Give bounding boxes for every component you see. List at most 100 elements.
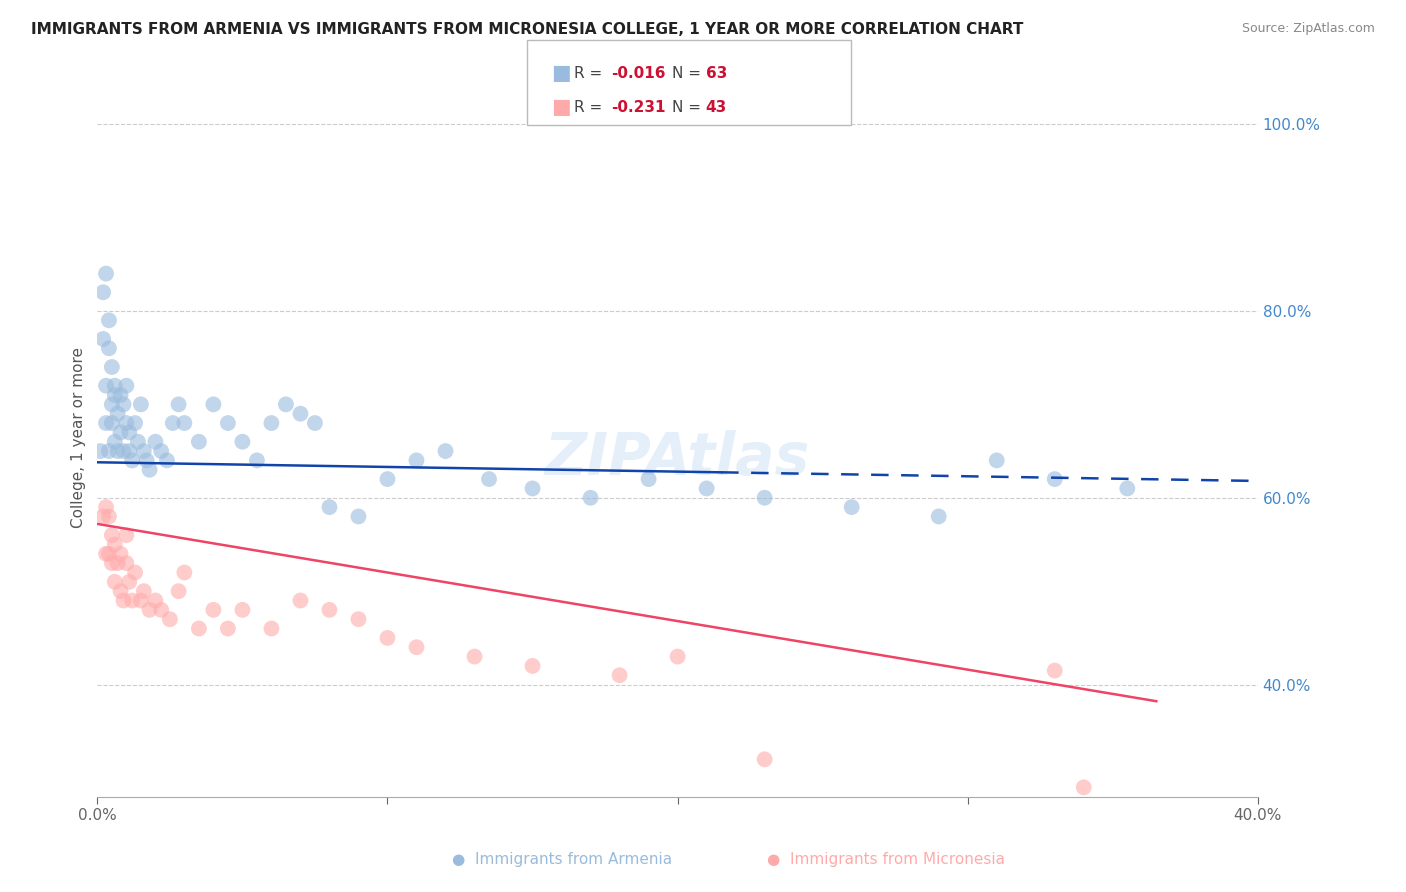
Point (104, 537, 127, 551)
Point (986, 453, 1008, 467)
Point (377, 631, 399, 645)
Point (118, 574, 141, 589)
Point (110, 425, 132, 440)
Point (104, 378, 127, 392)
Point (405, 453, 427, 467)
Point (231, 603, 253, 617)
Point (187, 622, 209, 636)
Point (478, 472, 501, 486)
Point (135, 453, 157, 467)
Point (101, 397, 124, 411)
Y-axis label: College, 1 year or more: College, 1 year or more (72, 347, 86, 527)
Point (609, 668, 631, 682)
Point (110, 584, 132, 599)
Point (1043, 472, 1066, 486)
Point (318, 500, 340, 515)
Point (347, 509, 370, 524)
Point (124, 416, 146, 430)
Point (138, 603, 160, 617)
Point (274, 397, 297, 411)
Text: N =: N = (672, 65, 706, 80)
Text: ●  Immigrants from Armenia: ● Immigrants from Armenia (453, 852, 672, 867)
Point (150, 603, 173, 617)
Point (167, 584, 190, 599)
Point (121, 593, 143, 607)
Point (104, 574, 127, 589)
Point (696, 482, 718, 496)
Point (173, 566, 195, 580)
Point (115, 378, 138, 392)
Point (156, 453, 179, 467)
Text: ZIPAtlas: ZIPAtlas (546, 430, 810, 487)
Point (202, 397, 225, 411)
Point (138, 463, 160, 477)
Text: 63: 63 (706, 65, 727, 80)
Text: IMMIGRANTS FROM ARMENIA VS IMMIGRANTS FROM MICRONESIA COLLEGE, 1 YEAR OR MORE CO: IMMIGRANTS FROM ARMENIA VS IMMIGRANTS FR… (31, 22, 1024, 37)
Point (112, 397, 135, 411)
Point (107, 444, 129, 458)
Point (290, 593, 312, 607)
Point (167, 397, 190, 411)
Text: 43: 43 (706, 100, 727, 115)
Point (115, 556, 138, 570)
Point (124, 566, 146, 580)
Point (127, 434, 149, 449)
Point (754, 491, 776, 505)
Point (260, 622, 283, 636)
Point (112, 444, 135, 458)
Point (150, 444, 173, 458)
Point (94, 378, 117, 392)
Point (304, 416, 326, 430)
Point (101, 556, 124, 570)
Point (1116, 482, 1139, 496)
Point (1043, 664, 1066, 678)
Point (129, 593, 152, 607)
Point (173, 416, 195, 430)
Point (463, 649, 485, 664)
Point (217, 622, 239, 636)
Point (101, 359, 124, 374)
Point (405, 640, 427, 655)
Point (579, 491, 602, 505)
Point (101, 416, 124, 430)
Point (129, 397, 152, 411)
Point (522, 482, 544, 496)
Text: R =: R = (574, 65, 607, 80)
Point (187, 434, 209, 449)
Point (115, 416, 138, 430)
Point (132, 444, 155, 458)
Point (89, 444, 111, 458)
Point (318, 603, 340, 617)
Point (754, 752, 776, 766)
Text: N =: N = (672, 100, 706, 115)
Point (290, 407, 312, 421)
Point (162, 416, 184, 430)
Point (118, 444, 141, 458)
Point (101, 528, 124, 542)
Point (115, 528, 138, 542)
Point (121, 453, 143, 467)
Point (202, 603, 225, 617)
Point (91, 332, 114, 346)
Point (377, 472, 399, 486)
Point (231, 434, 253, 449)
Point (91, 509, 114, 524)
Point (1073, 780, 1095, 795)
Point (107, 407, 129, 421)
Point (666, 649, 689, 664)
Point (145, 434, 167, 449)
Point (94, 267, 117, 281)
Point (522, 659, 544, 673)
Point (637, 472, 659, 486)
Point (97, 509, 120, 524)
Point (260, 416, 283, 430)
Point (110, 547, 132, 561)
Point (217, 416, 239, 430)
Point (841, 500, 863, 515)
Point (104, 388, 127, 402)
Point (132, 584, 155, 599)
Text: R =: R = (574, 100, 607, 115)
Point (434, 444, 457, 458)
Point (104, 434, 127, 449)
Point (94, 416, 117, 430)
